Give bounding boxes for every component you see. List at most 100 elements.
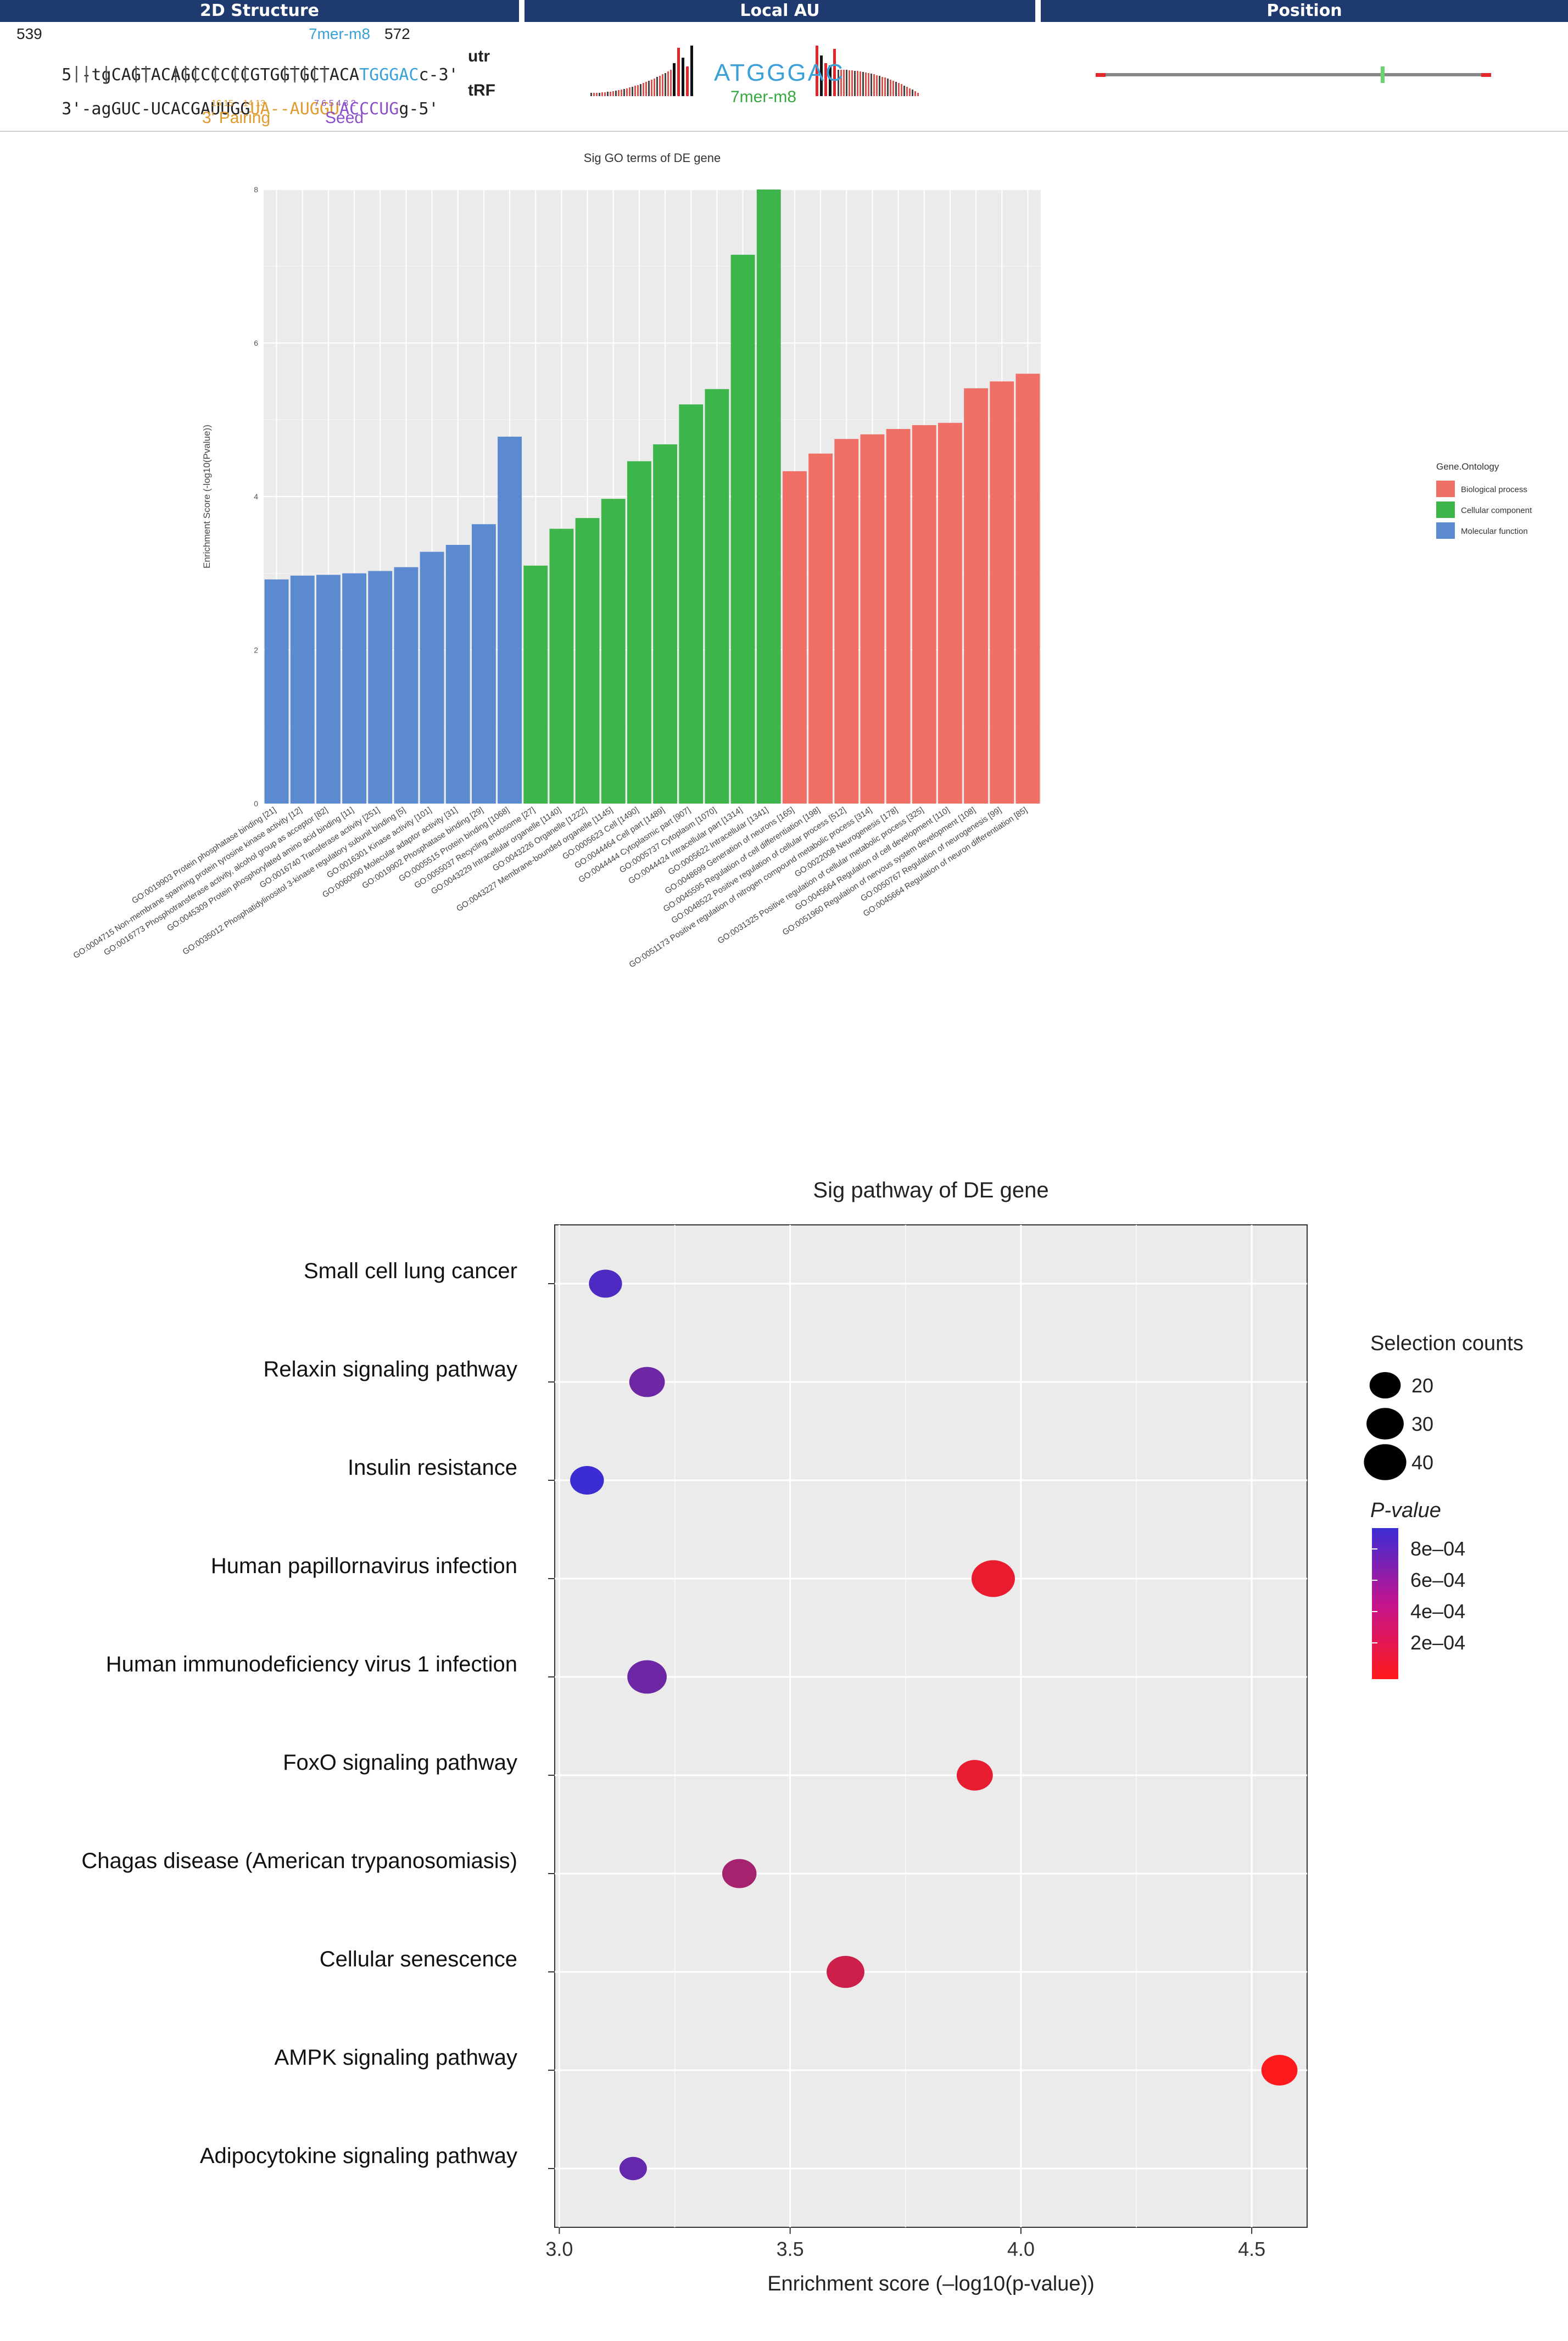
pathway-scatter-chart: Sig pathway of DE gene 3.0 3.5 4.0 4.5 Small …: [81, 1178, 1524, 2295]
local-au-seq: ATGGGAC: [714, 59, 845, 86]
pathway-point: [570, 1465, 604, 1495]
au-bar: [892, 81, 894, 96]
au-bar: [824, 63, 827, 96]
au-bar: [865, 73, 867, 96]
au-bar: [884, 77, 886, 96]
seed-numbers: 7 6 5 4 3 2: [314, 99, 356, 108]
au-bar: [637, 85, 639, 96]
utr-suffix: c-3': [418, 65, 459, 85]
au-bar: [673, 63, 676, 96]
au-bar: [816, 46, 818, 96]
go-bar: [549, 528, 574, 804]
pathway-category-label: Small cell lung cancer: [304, 1259, 517, 1283]
au-bar: [640, 84, 641, 96]
size-legend-dot: [1369, 1372, 1401, 1399]
go-y-axis-label: Enrichment Score (-log10(Pvalue)): [202, 425, 212, 568]
seed-label: Seed: [325, 109, 364, 127]
color-legend-bar: [1372, 1528, 1398, 1679]
au-bar: [599, 93, 600, 96]
trf-core: GUC-UCACGAUUGG: [111, 99, 250, 119]
go-bar: [730, 254, 755, 804]
size-legend-label: 20: [1411, 1374, 1433, 1397]
au-bar: [667, 71, 669, 96]
au-bar: [634, 86, 636, 96]
pairing-label: 3' Pairing: [202, 109, 271, 127]
au-bar: [632, 87, 633, 96]
utr-prefix: 5'-tg: [62, 65, 111, 85]
go-chart-title: Sig GO terms of DE gene: [584, 151, 721, 165]
go-bar: [445, 545, 470, 804]
pairing-bars: || | || ||| | || |||||: [22, 64, 330, 83]
color-legend-label: 2e–04: [1410, 1631, 1465, 1654]
au-bar: [846, 70, 847, 96]
au-bar: [903, 86, 905, 96]
au-bar: [677, 48, 680, 96]
position-site-marker: [1381, 66, 1385, 83]
au-bar: [862, 72, 864, 96]
go-ytick-label: 6: [254, 339, 258, 348]
au-bar: [909, 88, 911, 96]
au-bar: [670, 70, 672, 96]
au-bar: [690, 46, 693, 96]
top-panel-bottom-border: [0, 131, 1568, 132]
go-legend-swatch: [1436, 522, 1455, 539]
go-bar: [834, 439, 859, 804]
go-bar: [1015, 374, 1040, 804]
go-bar: [290, 575, 315, 804]
color-legend-label: 6e–04: [1410, 1569, 1465, 1591]
au-bar: [615, 91, 617, 96]
au-bar: [914, 91, 916, 96]
structure-end-pos: 572: [384, 25, 410, 42]
pathway-point: [619, 2156, 647, 2181]
pathway-point: [629, 1367, 665, 1397]
go-ytick-label: 0: [254, 799, 258, 808]
color-legend-title: P-value: [1370, 1499, 1441, 1522]
au-bar: [643, 83, 644, 96]
pathway-xtick-label: 3.5: [777, 2238, 804, 2260]
au-bar: [648, 81, 650, 96]
au-bar: [820, 55, 823, 96]
au-bar: [662, 74, 663, 96]
au-bar: [612, 91, 614, 96]
pathway-xtick-label: 3.0: [545, 2238, 573, 2260]
au-bar: [879, 76, 880, 96]
au-bar: [871, 74, 872, 96]
au-bar: [607, 92, 609, 96]
go-legend-swatch: [1436, 501, 1455, 518]
au-bar: [843, 70, 845, 96]
go-legend-title: Gene.Ontology: [1436, 461, 1499, 472]
pathway-point: [827, 1955, 864, 1988]
go-bar: [420, 551, 444, 804]
trf-prefix: 3'-ag: [62, 99, 111, 119]
utr-core: CAGTACAGCCCCCCGTGGTGCTACA: [111, 65, 360, 85]
go-xtick-label: GO:0045309 Protein phosphorylated amino …: [165, 805, 355, 933]
au-bar: [854, 71, 856, 96]
go-legend-label: Cellular component: [1461, 506, 1532, 515]
go-legend-label: Biological process: [1461, 485, 1527, 494]
au-bar: [849, 70, 850, 96]
header-position: Position: [1041, 0, 1568, 22]
size-legend-dot: [1366, 1408, 1404, 1440]
pathway-point: [956, 1760, 993, 1791]
go-bar: [498, 436, 522, 804]
utr-label: utr: [468, 47, 490, 65]
au-bar: [901, 84, 902, 96]
au-bar: [593, 93, 595, 96]
au-bar: [654, 79, 655, 96]
go-bar: [705, 389, 729, 804]
au-bar: [618, 90, 620, 96]
au-bar: [838, 70, 839, 96]
au-bar: [881, 77, 883, 96]
position-track: [1096, 66, 1491, 83]
pathway-category-label: AMPK signaling pathway: [275, 2045, 517, 2070]
au-bar: [623, 89, 625, 96]
pathway-chart-title: Sig pathway of DE gene: [813, 1178, 1048, 1202]
au-bar: [682, 58, 684, 96]
go-bar: [782, 471, 807, 804]
pathway-point: [627, 1660, 667, 1694]
pathway-xtick-label: 4.0: [1007, 2238, 1035, 2260]
au-bar: [604, 92, 606, 96]
au-bar: [898, 83, 900, 96]
header-2d-structure: 2D Structure: [0, 0, 519, 22]
go-bar: [912, 425, 936, 804]
